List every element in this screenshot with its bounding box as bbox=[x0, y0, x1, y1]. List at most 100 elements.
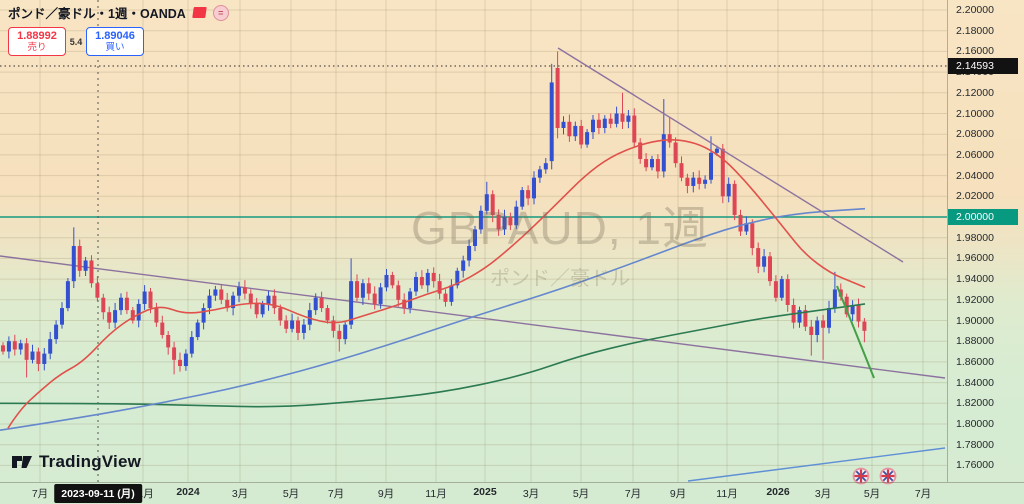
candle-body bbox=[331, 320, 336, 331]
candle bbox=[414, 271, 418, 296]
candle-body bbox=[661, 134, 666, 172]
uk-flag-event-icon[interactable] bbox=[852, 467, 870, 485]
candle-body bbox=[402, 299, 407, 309]
sell-price: 1.88992 bbox=[17, 30, 57, 42]
tradingview-logo[interactable]: TradingView bbox=[12, 452, 141, 472]
time-axis[interactable]: 7月 11月 2024 3月 5月 7月 9月 11月 2025 3月 5月 7月 9月 11月 2026 3… bbox=[0, 482, 945, 504]
candle-body bbox=[77, 245, 82, 271]
time-tick-label: 2024 bbox=[176, 486, 200, 498]
candle-body bbox=[697, 177, 702, 184]
price-tick-label: 1.96000 bbox=[956, 252, 994, 265]
candle-body bbox=[478, 210, 483, 230]
candle bbox=[142, 285, 147, 310]
symbol-title[interactable]: ポンド／豪ドル・1週・OANDA bbox=[8, 7, 186, 21]
candle bbox=[467, 239, 472, 267]
candle-body bbox=[284, 320, 289, 329]
candle bbox=[254, 297, 259, 319]
candle-body bbox=[219, 289, 224, 300]
candle bbox=[6, 336, 11, 359]
buy-price: 1.89046 bbox=[95, 30, 135, 42]
candle bbox=[290, 313, 295, 333]
candle-body bbox=[602, 118, 607, 128]
candle-body bbox=[366, 283, 371, 294]
candle bbox=[378, 283, 383, 309]
time-tick-label: 7月 bbox=[31, 488, 49, 500]
flag-icon[interactable] bbox=[192, 7, 207, 18]
candle bbox=[237, 281, 241, 303]
broker-badge-icon[interactable]: = bbox=[212, 4, 229, 21]
candle bbox=[709, 136, 713, 184]
candle-body bbox=[467, 245, 472, 261]
candle bbox=[514, 200, 519, 230]
time-tick-label: 5月 bbox=[282, 488, 300, 500]
candle-body bbox=[455, 270, 460, 286]
candle-body bbox=[644, 159, 649, 168]
candle-body bbox=[349, 281, 354, 325]
candle bbox=[490, 190, 495, 223]
flag-ring bbox=[879, 467, 897, 485]
candle-body bbox=[325, 308, 330, 321]
candle-body bbox=[821, 320, 826, 328]
candle-body bbox=[573, 125, 578, 137]
candle-body bbox=[555, 67, 560, 128]
candle bbox=[573, 121, 578, 142]
flag-cross bbox=[881, 469, 895, 483]
axis-corner bbox=[945, 482, 1024, 504]
candle-body bbox=[390, 274, 395, 286]
price-tick-label: 1.92000 bbox=[956, 293, 994, 306]
candle-body bbox=[172, 347, 177, 360]
candle bbox=[248, 289, 253, 309]
time-tick-label: 11月 bbox=[716, 488, 738, 500]
candle bbox=[661, 99, 666, 178]
candle bbox=[856, 298, 861, 328]
candle bbox=[449, 279, 454, 306]
candle bbox=[803, 304, 808, 332]
candle-body bbox=[620, 113, 625, 122]
candle bbox=[130, 307, 135, 324]
candle bbox=[537, 165, 542, 183]
candle bbox=[655, 154, 660, 179]
candle-body bbox=[744, 223, 749, 232]
candle bbox=[12, 334, 17, 356]
candle-body bbox=[473, 229, 477, 246]
candle-body bbox=[54, 324, 59, 340]
candle-body bbox=[591, 119, 595, 133]
price-tick-label: 1.80000 bbox=[956, 418, 994, 430]
candle bbox=[402, 293, 407, 315]
candle bbox=[443, 289, 448, 307]
time-tick-label: 3月 bbox=[814, 488, 832, 500]
candle bbox=[42, 348, 47, 371]
tradingview-logo-icon bbox=[12, 456, 32, 468]
price-chart-canvas[interactable] bbox=[0, 0, 947, 504]
price-axis[interactable]: 2.200002.180002.160002.140002.120002.100… bbox=[947, 0, 1024, 482]
price-tick-label: 1.82000 bbox=[956, 397, 994, 410]
candle bbox=[189, 331, 194, 358]
candle bbox=[160, 315, 165, 339]
candle-body bbox=[378, 287, 383, 304]
uk-flag-event-icon[interactable] bbox=[879, 467, 897, 485]
candle-body bbox=[160, 322, 165, 335]
candle bbox=[768, 251, 772, 286]
candle bbox=[419, 270, 424, 289]
sell-button[interactable]: 1.88992 売り bbox=[8, 27, 66, 56]
candle-body bbox=[844, 296, 849, 315]
candle-body bbox=[372, 293, 377, 304]
candle-body bbox=[626, 115, 631, 122]
buy-button[interactable]: 1.89046 買い bbox=[86, 27, 144, 56]
chart-legend: ポンド／豪ドル・1週・OANDA = 1.88992 売り 5.4 1.8904… bbox=[8, 4, 229, 56]
price-tick-label: 1.84000 bbox=[956, 376, 994, 389]
candle bbox=[313, 293, 318, 315]
sell-label: 売り bbox=[27, 42, 47, 53]
candle bbox=[296, 316, 300, 341]
candle bbox=[231, 291, 236, 316]
candle-body bbox=[502, 217, 507, 230]
candle bbox=[773, 275, 778, 302]
candle-body bbox=[178, 359, 182, 367]
candle bbox=[632, 108, 637, 149]
candle-body bbox=[83, 260, 88, 271]
candle bbox=[201, 303, 206, 330]
candle-body bbox=[579, 125, 584, 145]
candle bbox=[219, 284, 224, 305]
price-tick-label: 2.12000 bbox=[956, 86, 994, 99]
price-tick-label: 1.76000 bbox=[956, 459, 994, 472]
